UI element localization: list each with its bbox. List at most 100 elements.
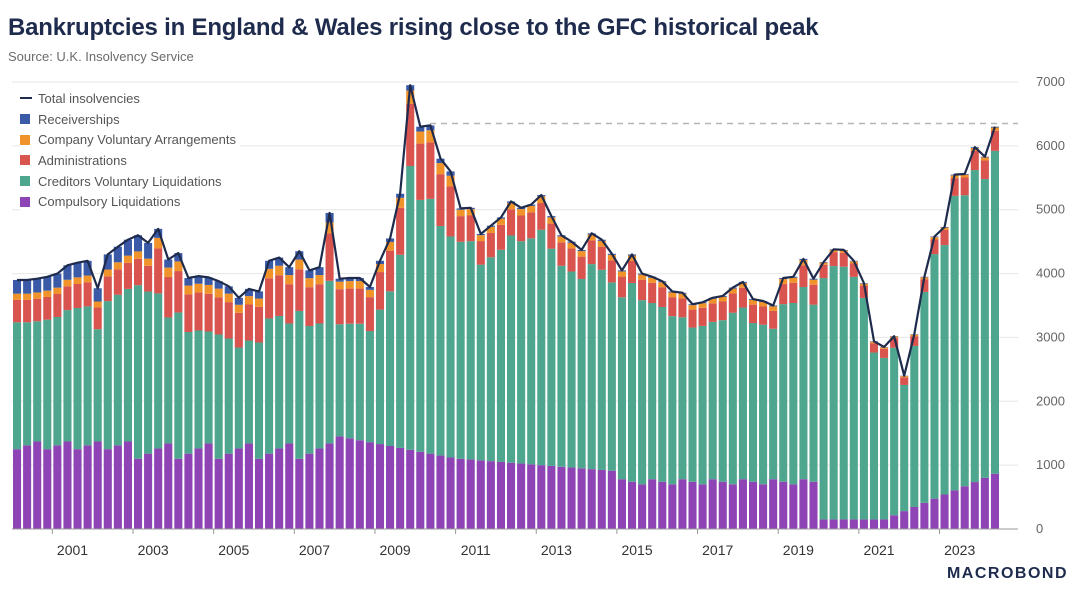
- bar-segment-administrations: [970, 150, 979, 171]
- bar-segment-cva: [345, 281, 354, 289]
- bar-segment-cva: [254, 298, 264, 307]
- bar-segment-compulsory: [688, 481, 697, 529]
- bar-segment-cvl: [597, 269, 606, 470]
- macrobond-logo: MACROBOND: [946, 565, 1068, 582]
- bar-segment-cva: [275, 265, 284, 276]
- bar-segment-cvl: [658, 307, 667, 482]
- bar-segment-cva: [658, 282, 667, 288]
- bar-segment-compulsory: [275, 448, 284, 529]
- bar-segment-administrations: [698, 307, 707, 326]
- x-tick-label: 2001: [57, 542, 88, 558]
- x-tick-label: 2003: [138, 542, 169, 558]
- bar-segment-administrations: [325, 233, 334, 281]
- bar-segment-compulsory: [365, 442, 374, 529]
- bar-segment-compulsory: [123, 441, 132, 529]
- y-tick-label: 0: [1036, 521, 1043, 536]
- bar-segment-compulsory: [960, 486, 969, 529]
- bar-segment-administrations: [658, 287, 667, 307]
- bar-segment-administrations: [63, 286, 72, 311]
- bar-segment-administrations: [386, 250, 395, 292]
- bar-segment-receiverships: [174, 253, 183, 262]
- bar-segment-cvl: [375, 309, 385, 445]
- bar-segment-cvl: [204, 331, 213, 444]
- bar-segment-cva: [456, 209, 465, 217]
- bar-segment-administrations: [507, 209, 516, 236]
- bar-segment-administrations: [23, 299, 32, 323]
- bar-segment-cvl: [638, 300, 647, 485]
- bar-segment-administrations: [708, 303, 717, 322]
- bar-segment-cva: [154, 237, 163, 249]
- bar-segment-cva: [769, 306, 778, 311]
- bar-segment-cva: [728, 288, 737, 294]
- bar-segment-compulsory: [73, 449, 82, 529]
- legend-line-swatch: [20, 97, 32, 100]
- bar-segment-cva: [617, 271, 626, 277]
- bar-segment-compulsory: [285, 443, 294, 529]
- bar-segment-compulsory: [527, 464, 536, 529]
- bar-segment-administrations: [184, 294, 193, 332]
- y-tick-label: 1000: [1036, 457, 1065, 472]
- bar-segment-cvl: [63, 310, 72, 442]
- bar-segment-cvl: [990, 150, 999, 474]
- bar-segment-cvl: [920, 291, 929, 503]
- bar-segment-cvl: [73, 307, 82, 450]
- bar-segment-compulsory: [678, 479, 687, 529]
- bar-segment-cvl: [507, 235, 516, 463]
- bar-segment-cvl: [33, 321, 42, 442]
- bar-segment-cva: [496, 218, 505, 225]
- bar-segment-compulsory: [920, 502, 929, 529]
- legend-swatch-administrations: [20, 155, 30, 166]
- legend-swatch-receiverships: [20, 114, 30, 125]
- bar-segment-compulsory: [113, 445, 122, 529]
- legend-swatch-cva: [20, 134, 30, 145]
- bar-segment-cvl: [748, 323, 758, 482]
- bar-segment-cvl: [23, 322, 32, 446]
- bar-segment-compulsory: [799, 479, 808, 529]
- bar-segment-cvl: [53, 316, 62, 446]
- bar-segment-compulsory: [607, 470, 616, 529]
- bar-segment-compulsory: [517, 463, 526, 529]
- bar-segment-administrations: [517, 215, 526, 242]
- bar-segment-cva: [567, 242, 576, 249]
- bar-segment-cvl: [496, 249, 505, 462]
- bar-segment-administrations: [557, 242, 566, 266]
- bar-segment-compulsory: [154, 448, 163, 529]
- bar-segment-compulsory: [557, 466, 566, 529]
- bar-segment-cvl: [728, 312, 737, 485]
- bar-segment-administrations: [839, 252, 848, 267]
- x-tick-label: 2023: [944, 542, 975, 558]
- bar-segment-compulsory: [466, 459, 475, 529]
- bar-segment-compulsory: [627, 481, 637, 529]
- bar-segment-cvl: [355, 323, 364, 441]
- bar-segment-compulsory: [748, 481, 758, 529]
- bar-segment-administrations: [194, 292, 203, 331]
- legend-label-cvl: Creditors Voluntary Liquidations: [38, 173, 222, 189]
- bar-segment-administrations: [829, 252, 838, 267]
- bar-segment-receiverships: [315, 267, 324, 276]
- bar-segment-compulsory: [446, 457, 455, 529]
- bar-segment-cva: [13, 293, 22, 300]
- bar-segment-administrations: [779, 284, 788, 305]
- bar-segment-administrations: [355, 288, 364, 324]
- bar-segment-compulsory: [577, 468, 586, 529]
- bar-segment-cva: [668, 292, 677, 298]
- bar-segment-compulsory: [63, 441, 72, 529]
- bar-segment-administrations: [930, 239, 939, 255]
- bar-segment-cva: [386, 241, 395, 251]
- x-tick-label: 2005: [218, 542, 249, 558]
- bar-segment-compulsory: [759, 484, 768, 529]
- bar-segment-cvl: [275, 315, 284, 449]
- bar-segment-administrations: [113, 269, 122, 295]
- bar-segment-administrations: [910, 336, 919, 346]
- bar-segment-compulsory: [980, 477, 989, 529]
- bar-segment-cvl: [456, 241, 465, 459]
- bar-segment-administrations: [638, 279, 647, 301]
- bar-segment-cva: [648, 277, 657, 283]
- x-tick-label: 2017: [702, 542, 733, 558]
- bar-segment-compulsory: [486, 461, 495, 529]
- bar-segment-receiverships: [275, 257, 284, 266]
- bar-segment-administrations: [164, 277, 173, 318]
- bar-segment-cvl: [910, 345, 919, 507]
- y-tick-label: 5000: [1036, 202, 1065, 217]
- bar-segment-compulsory: [305, 453, 314, 529]
